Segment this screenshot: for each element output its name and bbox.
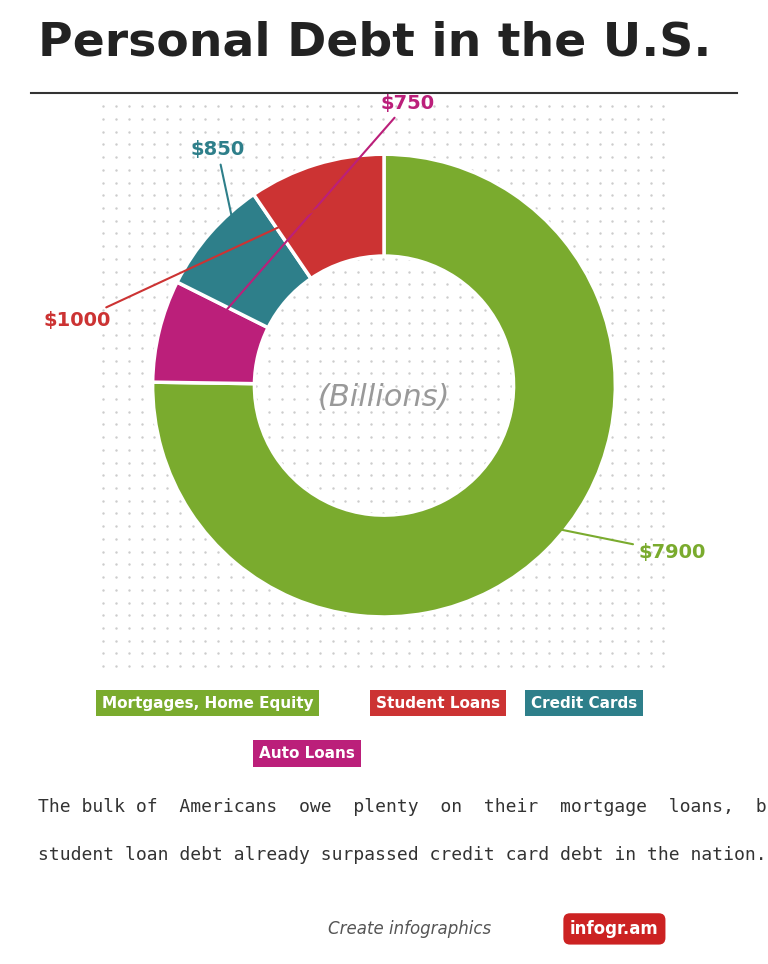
Wedge shape	[253, 154, 384, 279]
Wedge shape	[177, 195, 311, 328]
Text: $750: $750	[201, 94, 434, 338]
Text: $1000: $1000	[44, 205, 326, 331]
Text: Mortgages, Home Equity: Mortgages, Home Equity	[101, 696, 313, 710]
Text: (Billions): (Billions)	[318, 383, 450, 412]
Text: $850: $850	[190, 140, 244, 258]
Wedge shape	[153, 154, 615, 617]
Text: $7900: $7900	[520, 522, 706, 562]
Text: Credit Cards: Credit Cards	[531, 696, 637, 710]
Text: infogr.am: infogr.am	[570, 920, 659, 938]
Text: Auto Loans: Auto Loans	[260, 746, 355, 762]
Text: The bulk of  Americans  owe  plenty  on  their  mortgage  loans,  but: The bulk of Americans owe plenty on thei…	[38, 798, 768, 816]
Text: Create infographics: Create infographics	[329, 920, 492, 938]
Text: Personal Debt in the U.S.: Personal Debt in the U.S.	[38, 20, 712, 66]
Wedge shape	[153, 282, 268, 384]
Text: Student Loans: Student Loans	[376, 696, 500, 710]
Text: student loan debt already surpassed credit card debt in the nation.: student loan debt already surpassed cred…	[38, 846, 767, 864]
